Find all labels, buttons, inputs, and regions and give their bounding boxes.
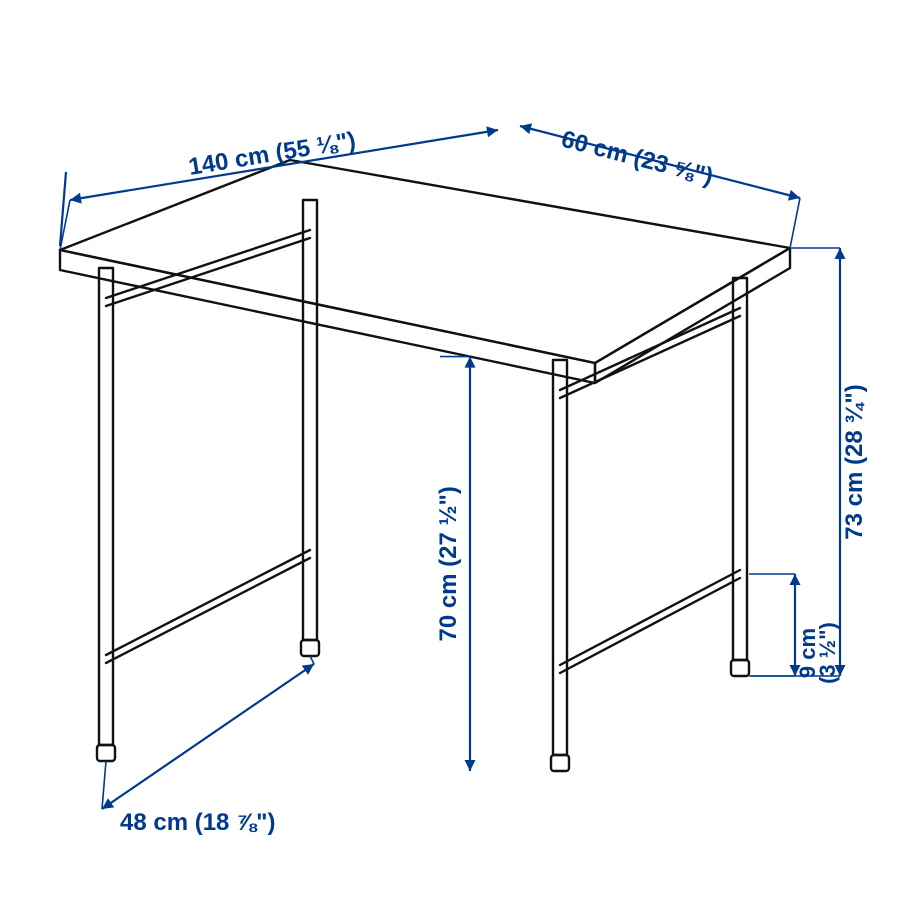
dim-height-under-label: 70 cm (27 ½") xyxy=(435,486,462,641)
leg-front-right xyxy=(553,360,567,755)
leg-front-left xyxy=(99,268,113,745)
dim-height-total-label: 73 cm (28 ¾") xyxy=(841,384,868,539)
table-edge-right xyxy=(595,248,790,383)
leg-back-right xyxy=(733,278,747,660)
dim-length-label: 140 cm (55 ⅛") xyxy=(187,127,358,181)
dim-leg-spread-label: 48 cm (18 ⅞") xyxy=(120,809,275,836)
leg-back-left-foot xyxy=(301,640,319,656)
dim-depth-label: 60 cm (23 ⅝") xyxy=(559,126,716,191)
table-edge-front xyxy=(60,250,595,383)
leg-back-left xyxy=(303,200,317,640)
leg-back-right-foot xyxy=(731,660,749,676)
leg-front-right-foot xyxy=(551,755,569,771)
dim-crossbar-label-2: (3 ½") xyxy=(815,622,840,684)
leg-front-left-foot xyxy=(97,745,115,761)
dimension-diagram: 140 cm (55 ⅛") 60 cm (23 ⅝") 73 cm (28 ¾")… xyxy=(0,0,900,900)
